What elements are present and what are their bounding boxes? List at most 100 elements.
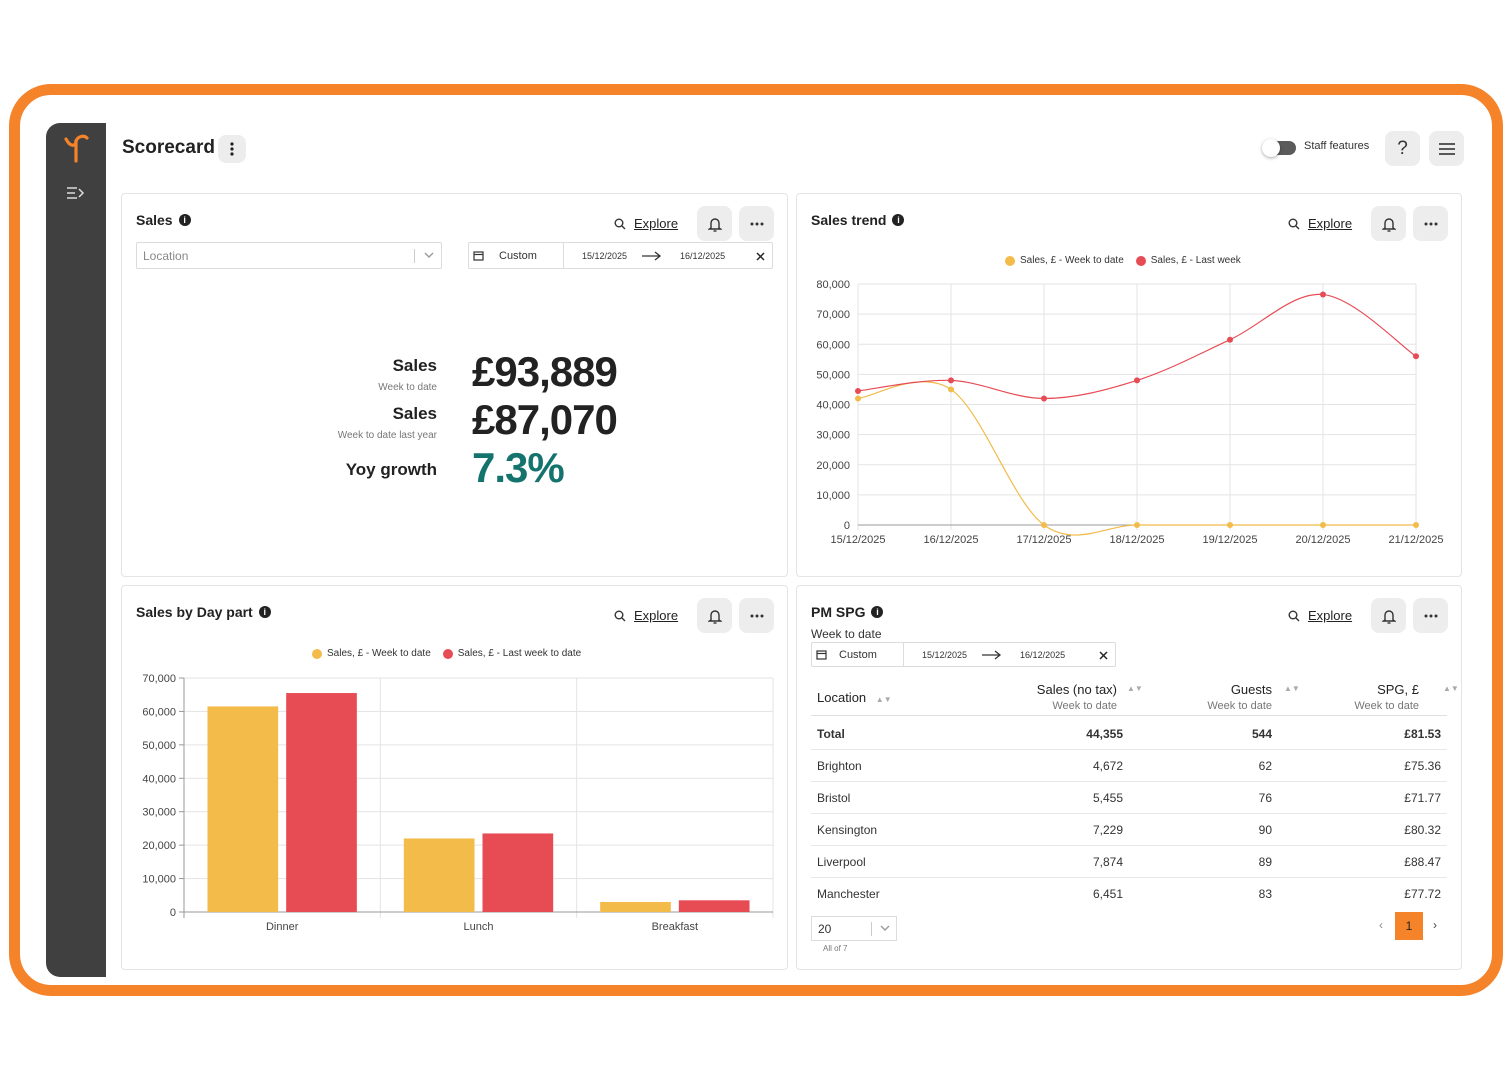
sales-cell: 44,355: [1086, 726, 1123, 741]
info-icon[interactable]: i: [258, 606, 271, 618]
col-header-location[interactable]: Location ▲▼: [817, 690, 892, 705]
date-to[interactable]: 16/12/2025: [1020, 649, 1066, 660]
help-button[interactable]: ?: [1385, 131, 1420, 166]
x-tick-label: 17/12/2025: [1016, 534, 1071, 546]
bar-breakfast-0[interactable]: [600, 901, 671, 912]
expand-sidebar-icon[interactable]: [66, 185, 86, 201]
info-icon[interactable]: i: [871, 606, 884, 618]
staff-features-toggle[interactable]: [1262, 139, 1296, 157]
explore-link[interactable]: Explore: [1288, 216, 1352, 231]
legend-label: Sales, £ - Week to date: [1020, 255, 1124, 266]
data-point[interactable]: [948, 386, 954, 393]
ellipsis-icon: [1424, 614, 1437, 617]
guests-cell: 90: [1258, 822, 1272, 837]
app: Scorecard Staff features ? Sales i Explor…: [46, 123, 1464, 977]
data-point[interactable]: [1320, 522, 1326, 528]
y-tick-label: 20,000: [816, 460, 850, 472]
date-to[interactable]: 16/12/2025: [680, 250, 726, 261]
bell-icon: [707, 609, 722, 624]
table-row[interactable]: Brighton 4,672 62 £75.36: [811, 750, 1447, 782]
legend-item[interactable]: Sales, £ - Last week to date: [442, 648, 581, 659]
explore-link[interactable]: Explore: [614, 216, 678, 231]
data-point[interactable]: [1227, 522, 1233, 528]
col-header-guests[interactable]: Guests Week to date: [1207, 682, 1272, 712]
bar-dinner-0[interactable]: [207, 706, 279, 912]
sort-icon[interactable]: ▲▼: [1284, 684, 1300, 693]
data-point[interactable]: [855, 395, 861, 402]
more-options-button[interactable]: [739, 598, 774, 633]
more-options-button[interactable]: [739, 206, 774, 241]
page-button-1[interactable]: 1: [1395, 912, 1423, 940]
sort-icon[interactable]: ▲▼: [875, 695, 892, 704]
sales-cell: 7,229: [1092, 822, 1123, 837]
data-point[interactable]: [1041, 522, 1047, 528]
sort-icon[interactable]: ▲▼: [1127, 684, 1143, 693]
info-icon[interactable]: i: [178, 214, 191, 226]
spg-title: PM SPG i: [811, 604, 884, 620]
alert-button[interactable]: [1371, 598, 1406, 633]
kpi-sales-ly-value: £87,070: [472, 396, 618, 443]
data-point[interactable]: [855, 387, 861, 394]
explore-link[interactable]: Explore: [1288, 608, 1352, 623]
col-header-spg[interactable]: SPG, £ Week to date: [1354, 682, 1419, 712]
data-point[interactable]: [1041, 395, 1047, 402]
legend-item[interactable]: Sales, £ - Week to date: [1005, 255, 1124, 266]
clear-icon[interactable]: [756, 252, 765, 261]
date-from[interactable]: 15/12/2025: [922, 649, 968, 660]
sales-cell: 6,451: [1092, 886, 1123, 901]
data-point[interactable]: [1413, 353, 1419, 360]
data-point[interactable]: [1413, 522, 1419, 528]
guests-cell: 76: [1258, 790, 1272, 805]
select-divider: [871, 922, 872, 936]
col-sub: Week to date: [1052, 700, 1117, 712]
date-mode-label[interactable]: Custom: [839, 648, 877, 661]
table-row[interactable]: Kensington 7,229 90 £80.32: [811, 814, 1447, 846]
table-row-total[interactable]: Total 44,355 544 £81.53: [811, 718, 1447, 750]
alert-button[interactable]: [1371, 206, 1406, 241]
more-options-button[interactable]: [1413, 598, 1448, 633]
bar-dinner-1[interactable]: [286, 693, 357, 912]
data-point[interactable]: [948, 377, 954, 384]
bar-lunch-1[interactable]: [482, 833, 554, 912]
legend-label: Sales, £ - Week to date: [327, 648, 431, 659]
date-from[interactable]: 15/12/2025: [582, 250, 628, 261]
card-title-text: PM SPG: [811, 604, 866, 620]
more-options-button[interactable]: [1413, 206, 1448, 241]
menu-button[interactable]: [1429, 131, 1464, 166]
legend-item[interactable]: Sales, £ - Last week: [1135, 255, 1241, 266]
chevron-down-icon: [424, 252, 434, 258]
prev-page-button[interactable]: ‹: [1379, 918, 1383, 932]
sort-icon[interactable]: ▲▼: [1443, 684, 1459, 693]
page-size-select[interactable]: 20: [811, 916, 897, 941]
location-select[interactable]: Location: [136, 242, 442, 269]
data-point[interactable]: [1134, 377, 1140, 384]
bar-lunch-0[interactable]: [403, 838, 475, 912]
legend-item[interactable]: Sales, £ - Week to date: [312, 648, 431, 659]
table-row[interactable]: Bristol 5,455 76 £71.77: [811, 782, 1447, 814]
spg-cell: £88.47: [1404, 854, 1441, 869]
explore-link[interactable]: Explore: [614, 608, 678, 623]
date-mode-label[interactable]: Custom: [499, 249, 537, 262]
info-icon[interactable]: i: [892, 214, 905, 226]
date-range-picker[interactable]: Custom 15/12/2025 16/12/2025: [468, 242, 773, 269]
alert-button[interactable]: [697, 206, 732, 241]
sales-card-title: Sales i: [136, 212, 191, 228]
data-point[interactable]: [1320, 291, 1326, 298]
app-frame: Scorecard Staff features ? Sales i Explor…: [9, 84, 1503, 996]
daypart-chart: 0 10,000 20,000 30,000 40,000 50,000 60,000 70,…: [142, 673, 774, 933]
next-page-button[interactable]: ›: [1433, 918, 1437, 932]
clear-icon[interactable]: [1099, 651, 1108, 660]
data-point[interactable]: [1227, 336, 1233, 343]
data-point[interactable]: [1134, 522, 1140, 528]
alert-button[interactable]: [697, 598, 732, 633]
y-tick-label: 20,000: [142, 840, 176, 852]
spg-date-range-picker[interactable]: Custom 15/12/2025 16/12/2025: [811, 642, 1116, 667]
page-options-button[interactable]: [218, 135, 246, 163]
col-header-sales[interactable]: Sales (no tax) Week to date: [1037, 682, 1117, 712]
y-tick-label: 40,000: [142, 773, 176, 785]
table-row[interactable]: Liverpool 7,874 89 £88.47: [811, 846, 1447, 878]
bar-breakfast-1[interactable]: [678, 900, 750, 912]
table-row[interactable]: Manchester 6,451 83 £77.72: [811, 878, 1447, 901]
y-tick-label: 10,000: [142, 874, 176, 886]
bell-icon: [1381, 609, 1396, 624]
